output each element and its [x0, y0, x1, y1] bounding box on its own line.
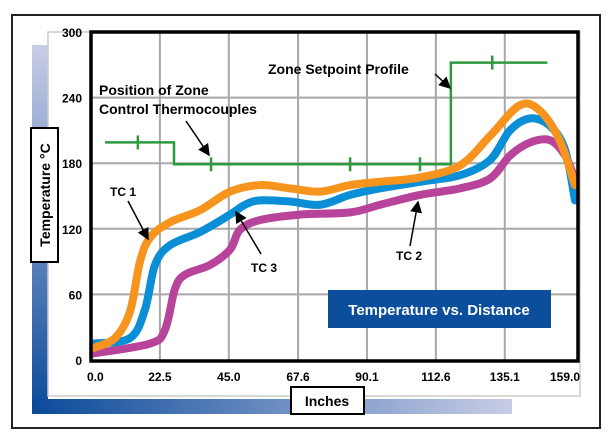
x-tick-label: 135.1: [490, 370, 520, 384]
x-tick-label: 90.1: [355, 370, 379, 384]
series-tc-2: [89, 135, 579, 358]
annotation-tc1: TC 1: [110, 185, 136, 199]
x-tick-label: 67.6: [286, 370, 310, 384]
annotations: Zone Setpoint Profile Position of Zone C…: [99, 61, 452, 275]
series-tc-3: [89, 114, 579, 348]
annotation-tc3: TC 3: [251, 261, 277, 275]
y-tick-label: 180: [62, 157, 82, 171]
x-axis-label-box: [290, 386, 365, 415]
x-tick-label: 159.0: [550, 370, 580, 384]
annotation-arrow: [127, 200, 149, 241]
x-tick-label: 45.0: [217, 370, 241, 384]
annotation-position-line2: Control Thermocouples: [99, 101, 257, 117]
y-tick-label: 240: [62, 92, 82, 106]
x-tick-label: 0.0: [87, 370, 104, 384]
y-tick-label: 300: [62, 26, 82, 40]
x-axis-label: Inches: [305, 393, 350, 409]
series-tc-1: [89, 99, 579, 352]
y-tick-label: 0: [75, 354, 82, 368]
y-axis-label-box: [30, 127, 59, 263]
chart-title: Temperature vs. Distance: [348, 302, 529, 319]
annotation-setpoint: Zone Setpoint Profile: [268, 61, 409, 77]
series-setpoint-profile: [105, 61, 548, 166]
annotation-arrow: [409, 200, 423, 247]
annotation-arrow: [185, 120, 210, 157]
y-axis-label: Temperature °C: [37, 143, 53, 246]
x-tick-label: 112.6: [421, 370, 451, 384]
bottom-gradient-strip: [32, 399, 512, 414]
plot-border: [89, 30, 580, 363]
y-tick-label: 120: [62, 223, 82, 237]
title-box: [328, 290, 551, 328]
annotation-arrow: [434, 73, 452, 90]
annotation-arrow: [235, 210, 262, 255]
x-tick-label: 22.5: [148, 370, 172, 384]
annotation-tc2: TC 2: [396, 249, 422, 263]
y-tick-label: 60: [69, 288, 83, 302]
annotation-position-line1: Position of Zone: [99, 82, 209, 98]
